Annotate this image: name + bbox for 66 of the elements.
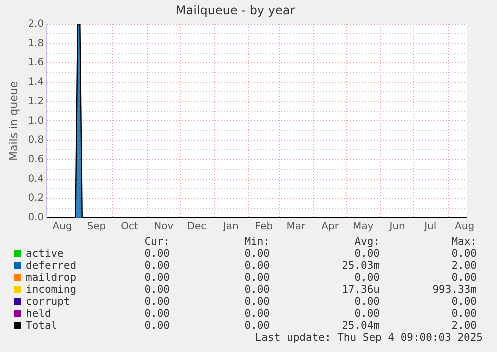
text: 17.36u: [342, 284, 380, 296]
text: 2.00: [452, 260, 477, 272]
text: 0.00: [144, 248, 170, 260]
legend-label: Total: [26, 320, 58, 332]
text: Max:: [452, 236, 477, 248]
x-tick-label: Nov: [154, 222, 174, 233]
text: 0.00: [452, 248, 477, 260]
x-tick-label: May: [353, 222, 374, 233]
legend-label: deferred: [26, 260, 77, 272]
text: 0.00: [244, 248, 270, 260]
y-tick-label: 0.0: [28, 212, 44, 224]
text: 0.00: [354, 308, 380, 320]
y-tick-label: 1.0: [28, 116, 44, 127]
text: 0.00: [244, 320, 270, 332]
legend-label: active: [26, 248, 64, 260]
x-tick-label: Feb: [255, 222, 274, 233]
x-tick-label: Jan: [222, 222, 239, 233]
x-tick-label: Dec: [187, 222, 207, 233]
text: 0.00: [244, 284, 270, 296]
text: Last update: Thu Sep 4 09:00:03 2025: [255, 332, 483, 344]
y-tick-label: 0.8: [28, 135, 44, 146]
text: 993.33m: [432, 284, 477, 296]
text: Cur:: [144, 236, 170, 248]
text: 0.00: [144, 260, 170, 272]
x-tick-label: Aug: [455, 222, 475, 233]
x-tick-label: Jun: [388, 222, 406, 233]
text: 0.00: [452, 272, 477, 284]
x-tick-label: Jul: [424, 222, 437, 233]
y-tick-label: 2.0: [28, 18, 44, 30]
y-tick-label: 0.2: [28, 193, 44, 204]
y-tick-label: 1.8: [28, 38, 44, 50]
text: 2.00: [452, 320, 477, 332]
text: 25.04m: [342, 320, 380, 332]
x-tick-label: Aug: [52, 222, 72, 233]
text: 0.00: [244, 308, 270, 320]
text: 25.03m: [342, 260, 380, 272]
legend-label: corrupt: [26, 296, 70, 308]
y-tick-label: 0.6: [28, 154, 44, 166]
text: 0.00: [354, 248, 380, 260]
text: 0.00: [144, 308, 170, 320]
x-tick-label: Sep: [87, 222, 106, 233]
text: 0.00: [244, 296, 270, 308]
text: 0.00: [144, 284, 170, 296]
text: 0.00: [452, 296, 477, 308]
legend-label: incoming: [26, 284, 77, 296]
text: 0.00: [144, 296, 170, 308]
text: 0.00: [354, 272, 380, 284]
text: 0.00: [244, 272, 270, 284]
text: Avg:: [354, 236, 380, 248]
legend-label: held: [26, 308, 52, 320]
text: 0.00: [144, 272, 170, 284]
y-tick-label: 1.2: [28, 96, 44, 108]
x-tick-label: Oct: [121, 222, 138, 233]
y-tick-label: 0.4: [28, 174, 44, 185]
y-tick-label: 1.4: [28, 77, 44, 88]
legend-label: maildrop: [26, 272, 77, 284]
x-tick-label: Apr: [322, 222, 340, 233]
y-tick-label: 1.6: [28, 58, 44, 69]
text: 0.00: [144, 320, 170, 332]
text: Min:: [244, 236, 270, 248]
text: 0.00: [452, 308, 477, 320]
text: 0.00: [244, 260, 270, 272]
chart-title: Mailqueue - by year: [176, 3, 296, 18]
x-tick-label: Mar: [286, 222, 306, 233]
y-axis-title: Mails in queue: [7, 81, 20, 161]
text: 0.00: [354, 296, 380, 308]
